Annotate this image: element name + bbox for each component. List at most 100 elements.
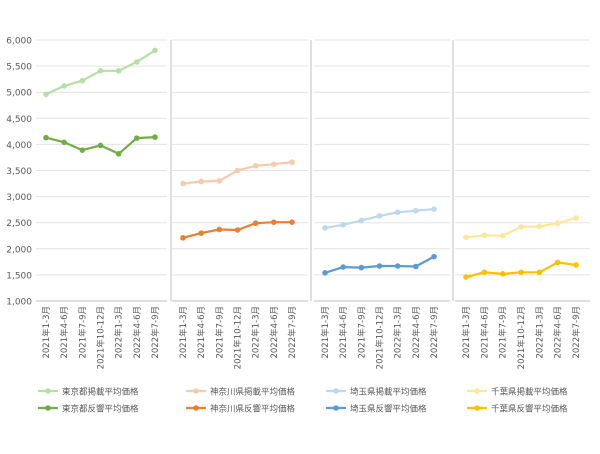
y-tick-label: 6,000 bbox=[6, 37, 32, 47]
x-tick-label: 2021年4-6月 bbox=[338, 306, 349, 359]
x-tick-label: 2021年7-9月 bbox=[356, 306, 367, 359]
x-tick-label: 2021年1-3月 bbox=[320, 306, 331, 359]
data-point-panel-3-series-2 bbox=[340, 264, 346, 270]
legend-marker bbox=[45, 388, 51, 394]
legend-marker bbox=[333, 405, 339, 411]
data-point-panel-2-series-1 bbox=[289, 159, 295, 165]
data-point-panel-4-series-1 bbox=[518, 224, 524, 230]
data-point-panel-2-series-2 bbox=[271, 219, 277, 225]
x-tick-label: 2021年4-6月 bbox=[59, 306, 70, 359]
data-point-panel-2-series-2 bbox=[216, 226, 223, 233]
data-point-panel-2-series-1 bbox=[271, 161, 277, 168]
legend-marker bbox=[193, 388, 199, 394]
x-tick-label: 2021年7-9月 bbox=[77, 306, 88, 359]
y-tick-label: 2,500 bbox=[6, 219, 32, 229]
data-point-panel-2-series-2 bbox=[252, 220, 259, 227]
data-point-panel-1-series-1 bbox=[43, 91, 49, 98]
data-point-panel-1-series-2 bbox=[79, 147, 86, 153]
data-point-panel-4-series-1 bbox=[463, 234, 469, 241]
data-point-panel-3-series-2 bbox=[413, 263, 419, 270]
data-point-panel-2-series-1 bbox=[234, 167, 241, 174]
y-tick-label: 1,500 bbox=[6, 271, 32, 281]
y-tick-label: 2,000 bbox=[6, 245, 32, 255]
x-tick-label: 2022年1-3月 bbox=[114, 306, 125, 359]
x-tick-label: 2021年1-3月 bbox=[178, 306, 189, 359]
data-point-panel-3-series-2 bbox=[394, 263, 401, 269]
data-point-panel-1-series-1 bbox=[152, 47, 158, 54]
data-point-panel-2-series-2 bbox=[234, 227, 241, 233]
x-tick-label: 2022年1-3月 bbox=[393, 306, 404, 359]
data-point-panel-2-series-2 bbox=[289, 219, 295, 225]
x-tick-label: 2021年7-9月 bbox=[214, 306, 225, 359]
data-point-panel-4-series-1 bbox=[499, 232, 506, 239]
legend-label: 東京都掲載平均価格 bbox=[62, 387, 139, 398]
legend-label: 神奈川県掲載平均価格 bbox=[210, 387, 296, 398]
data-point-panel-3-series-1 bbox=[376, 213, 383, 219]
data-point-panel-4-series-2 bbox=[463, 274, 469, 280]
data-point-panel-1-series-2 bbox=[115, 150, 122, 157]
x-tick-label: 2022年4-6月 bbox=[553, 306, 564, 359]
legend-label: 埼玉県反響平均価格 bbox=[350, 404, 427, 415]
y-tick-label: 5,500 bbox=[6, 63, 32, 73]
data-point-panel-2-series-2 bbox=[198, 230, 204, 236]
x-tick-label: 2021年4-6月 bbox=[479, 306, 490, 359]
x-tick-label: 2021年4-6月 bbox=[196, 306, 207, 359]
x-tick-label: 2022年7-9月 bbox=[150, 306, 161, 359]
legend-marker bbox=[474, 405, 480, 411]
x-tick-label: 2021年10-12月 bbox=[96, 306, 107, 369]
y-tick-label: 3,000 bbox=[6, 193, 32, 203]
data-point-panel-3-series-1 bbox=[413, 207, 419, 214]
data-point-panel-1-series-2 bbox=[152, 134, 158, 140]
data-point-panel-4-series-1 bbox=[481, 232, 488, 239]
data-point-panel-4-series-2 bbox=[481, 269, 488, 276]
legend-marker bbox=[474, 388, 480, 394]
data-point-panel-4-series-2 bbox=[536, 269, 543, 276]
data-point-panel-2-series-1 bbox=[180, 180, 186, 187]
data-point-panel-1-series-2 bbox=[97, 142, 104, 149]
data-point-panel-1-series-1 bbox=[79, 77, 86, 84]
legend-label: 千葉県掲載平均価格 bbox=[491, 387, 568, 398]
legend-label: 千葉県反響平均価格 bbox=[491, 404, 568, 415]
legend-marker bbox=[333, 388, 339, 394]
x-tick-label: 2022年4-6月 bbox=[411, 306, 422, 359]
data-point-panel-2-series-2 bbox=[180, 235, 186, 241]
data-point-panel-1-series-1 bbox=[61, 83, 67, 89]
data-point-panel-1-series-2 bbox=[43, 134, 49, 141]
data-point-panel-3-series-1 bbox=[322, 225, 328, 231]
data-point-panel-1-series-1 bbox=[134, 59, 140, 65]
x-tick-label: 2022年7-9月 bbox=[287, 306, 298, 359]
data-point-panel-3-series-1 bbox=[340, 221, 346, 228]
data-point-panel-4-series-2 bbox=[554, 259, 561, 266]
legend-label: 神奈川県反響平均価格 bbox=[210, 404, 296, 415]
data-point-panel-2-series-1 bbox=[252, 163, 259, 169]
x-tick-label: 2022年1-3月 bbox=[534, 306, 545, 359]
data-point-panel-3-series-2 bbox=[322, 270, 328, 276]
data-point-panel-1-series-2 bbox=[61, 139, 67, 146]
legend-label: 埼玉県掲載平均価格 bbox=[350, 387, 427, 398]
data-point-panel-4-series-2 bbox=[499, 271, 506, 277]
data-point-panel-1-series-1 bbox=[115, 67, 122, 74]
data-point-panel-3-series-2 bbox=[376, 263, 383, 269]
data-point-panel-3-series-1 bbox=[358, 217, 365, 224]
data-point-panel-3-series-2 bbox=[358, 264, 365, 271]
x-tick-label: 2022年1-3月 bbox=[251, 306, 262, 359]
x-tick-label: 2022年7-9月 bbox=[571, 306, 582, 359]
data-point-panel-1-series-1 bbox=[97, 67, 104, 74]
x-tick-label: 2021年10-12月 bbox=[233, 306, 244, 369]
legend-marker bbox=[193, 405, 199, 411]
y-tick-label: 3,500 bbox=[6, 167, 32, 177]
data-point-panel-3-series-2 bbox=[431, 253, 437, 260]
y-tick-label: 5,000 bbox=[6, 89, 32, 99]
y-tick-label: 4,500 bbox=[6, 115, 32, 125]
data-point-panel-3-series-1 bbox=[394, 209, 401, 216]
x-tick-label: 2022年4-6月 bbox=[269, 306, 280, 359]
data-point-panel-4-series-1 bbox=[536, 223, 543, 230]
x-tick-label: 2021年10-12月 bbox=[375, 306, 386, 369]
x-tick-label: 2021年10-12月 bbox=[516, 306, 527, 369]
y-tick-label: 1,000 bbox=[6, 298, 32, 308]
data-point-panel-4-series-1 bbox=[554, 220, 561, 227]
data-point-panel-3-series-1 bbox=[431, 206, 437, 212]
x-tick-label: 2021年7-9月 bbox=[498, 306, 509, 359]
